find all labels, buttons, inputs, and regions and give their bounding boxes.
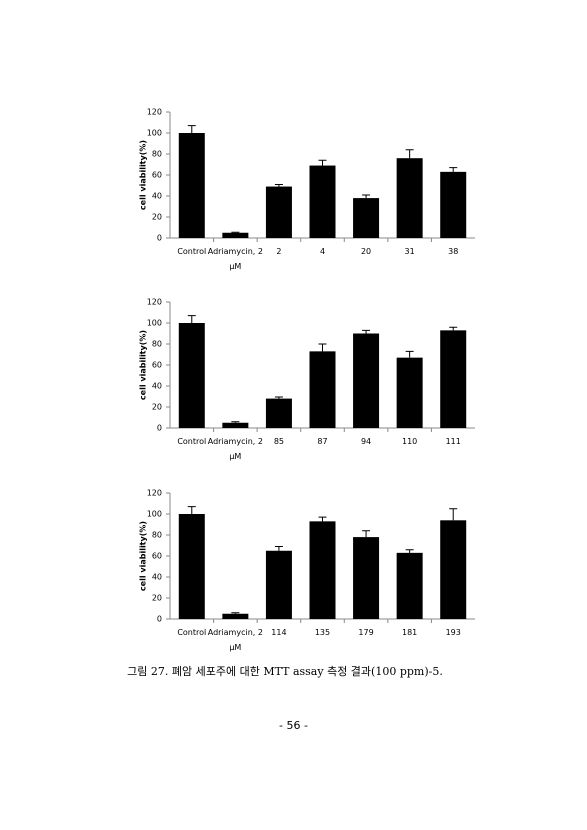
y-tick-label: 80 bbox=[152, 340, 162, 349]
x-tick-label: Control bbox=[177, 247, 207, 256]
bar bbox=[396, 552, 423, 619]
y-tick-label: 20 bbox=[152, 594, 162, 603]
x-tick-label: 111 bbox=[445, 437, 461, 446]
y-tick-label: 100 bbox=[147, 510, 162, 519]
x-tick-label: 181 bbox=[401, 628, 418, 637]
bar bbox=[353, 198, 380, 238]
y-tick-label: 40 bbox=[152, 192, 162, 201]
x-tick-label: 193 bbox=[445, 628, 461, 637]
error-bar bbox=[362, 530, 371, 538]
bar bbox=[178, 133, 205, 238]
bar bbox=[178, 514, 205, 619]
error-bar bbox=[449, 508, 458, 521]
y-tick-label: 40 bbox=[152, 573, 162, 582]
bar bbox=[396, 158, 423, 238]
bar bbox=[222, 232, 249, 238]
y-axis-label: cell viability(%) bbox=[139, 330, 148, 400]
x-tick-label: 94 bbox=[360, 437, 372, 446]
y-tick-label: 100 bbox=[147, 129, 162, 138]
x-tick-label: 110 bbox=[401, 437, 418, 446]
error-bar bbox=[362, 194, 371, 199]
caption: 그림 27. 폐암 세포주에 대한 MTT assay 측정 결과(100 pp… bbox=[127, 665, 443, 678]
error-bar bbox=[231, 421, 240, 423]
error-bar bbox=[318, 159, 327, 166]
bar bbox=[309, 351, 336, 428]
error-bar bbox=[231, 231, 240, 233]
x-tick-label: 179 bbox=[358, 628, 374, 637]
error-bar bbox=[362, 329, 371, 334]
error-bar bbox=[231, 612, 240, 614]
y-tick-label: 60 bbox=[152, 552, 162, 561]
x-tick-label: 85 bbox=[273, 437, 285, 446]
error-bar bbox=[449, 167, 458, 172]
error-bar bbox=[405, 149, 414, 159]
bar bbox=[353, 537, 380, 619]
error-bar bbox=[405, 549, 414, 553]
error-bar bbox=[449, 326, 458, 331]
y-tick-label: 0 bbox=[157, 234, 162, 243]
y-tick-label: 60 bbox=[152, 171, 162, 180]
x-tick-label: 114 bbox=[271, 628, 287, 637]
y-tick-label: 100 bbox=[147, 319, 162, 328]
y-tick-label: 40 bbox=[152, 382, 162, 391]
y-tick-label: 120 bbox=[147, 108, 162, 117]
x-tick-label: 2 bbox=[276, 247, 282, 256]
y-tick-label: 80 bbox=[152, 531, 162, 540]
error-bar bbox=[187, 125, 196, 133]
y-tick-label: 60 bbox=[152, 361, 162, 370]
y-tick-label: 0 bbox=[157, 424, 162, 433]
x-tick-label: Control bbox=[177, 437, 207, 446]
bar bbox=[265, 550, 292, 619]
bar bbox=[353, 333, 380, 428]
y-axis-label: cell viability(%) bbox=[139, 521, 148, 591]
bar bbox=[440, 171, 467, 238]
x-tick-label: Adriamycin, 2 μM bbox=[207, 437, 263, 461]
error-bar bbox=[405, 350, 414, 358]
bar bbox=[396, 357, 423, 428]
bar bbox=[178, 323, 205, 428]
error-bar bbox=[318, 516, 327, 522]
x-tick-label: Adriamycin, 2 μM bbox=[207, 247, 263, 271]
y-tick-label: 80 bbox=[152, 150, 162, 159]
x-tick-label: 4 bbox=[319, 247, 326, 256]
error-bar bbox=[274, 396, 283, 399]
bar bbox=[440, 330, 467, 428]
bar bbox=[265, 398, 292, 428]
x-tick-label: 87 bbox=[317, 437, 328, 446]
y-tick-label: 120 bbox=[147, 298, 162, 307]
error-bar bbox=[274, 546, 283, 551]
error-bar bbox=[187, 506, 196, 514]
bar bbox=[440, 520, 467, 619]
y-tick-label: 120 bbox=[147, 489, 162, 498]
y-tick-label: 0 bbox=[157, 615, 162, 624]
y-tick-label: 20 bbox=[152, 213, 162, 222]
x-tick-label: 38 bbox=[448, 247, 459, 256]
x-tick-label: 31 bbox=[404, 247, 415, 256]
bar bbox=[309, 165, 336, 238]
x-tick-label: Control bbox=[177, 628, 207, 637]
y-tick-label: 20 bbox=[152, 403, 162, 412]
page-number: - 56 - bbox=[279, 719, 308, 732]
y-axis-label: cell viability(%) bbox=[139, 140, 148, 210]
error-bar bbox=[274, 183, 283, 187]
bar bbox=[222, 422, 249, 428]
error-bar bbox=[187, 315, 196, 323]
x-tick-label: Adriamycin, 2 μM bbox=[207, 628, 263, 652]
bar bbox=[309, 521, 336, 619]
bar bbox=[222, 613, 249, 619]
x-tick-label: 135 bbox=[314, 628, 331, 637]
error-bar bbox=[318, 343, 327, 352]
x-tick-label: 20 bbox=[360, 247, 372, 256]
bar bbox=[265, 186, 292, 238]
